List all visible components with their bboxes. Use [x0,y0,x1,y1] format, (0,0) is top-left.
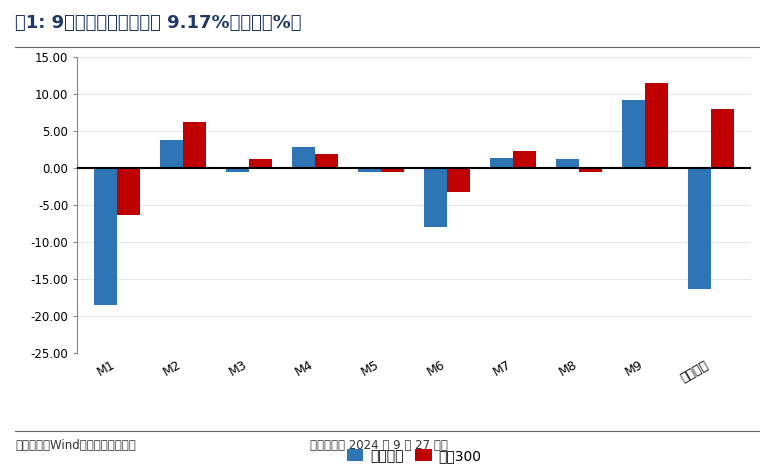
Bar [447,168,471,192]
Bar [513,151,536,168]
Bar [315,154,338,168]
Bar [622,100,646,168]
Bar [183,122,206,168]
Bar [358,168,381,171]
Bar [579,168,602,172]
Legend: 医药生物, 沪深300: 医药生物, 沪深300 [341,443,487,468]
Text: （注：截至 2024 年 9 月 27 日）: （注：截至 2024 年 9 月 27 日） [310,439,447,452]
Bar [490,158,513,168]
Bar [381,168,404,171]
Bar [94,168,117,305]
Bar [117,168,140,214]
Bar [556,159,579,168]
Bar [646,83,668,168]
Bar [711,109,735,168]
Bar [424,168,447,227]
Bar [160,139,183,168]
Bar [688,168,711,289]
Text: 图1: 9月医药生物指数上涨 9.17%（单位：%）: 图1: 9月医药生物指数上涨 9.17%（单位：%） [15,14,302,32]
Bar [249,159,272,168]
Text: 数据来源：Wind、开源证券研究所: 数据来源：Wind、开源证券研究所 [15,439,136,452]
Bar [292,147,315,168]
Bar [226,168,249,171]
